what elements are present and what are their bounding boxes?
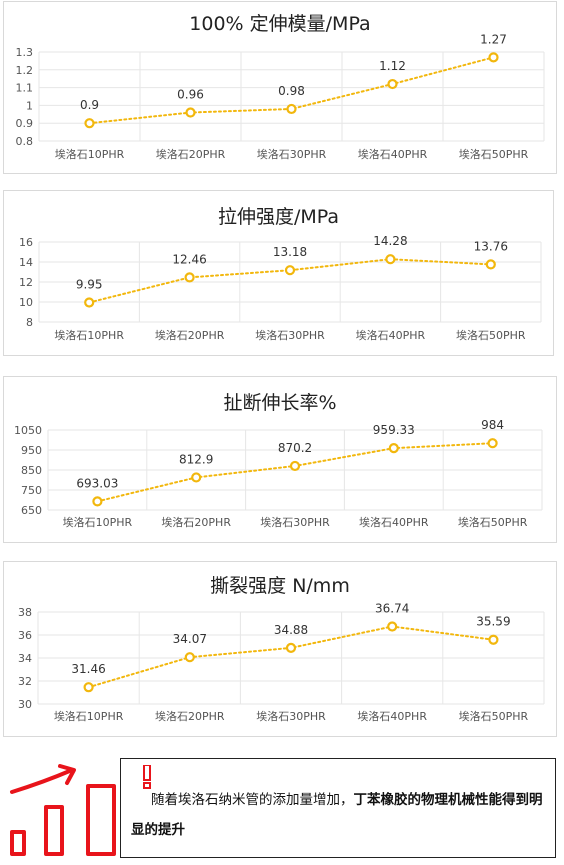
data-point: [185, 107, 196, 118]
data-label: 1.12: [379, 59, 406, 73]
data-point: [184, 272, 195, 283]
exclamation-icon: [143, 765, 151, 789]
x-tick-label: 埃洛石30PHR: [260, 515, 330, 529]
data-label: 9.95: [76, 278, 103, 292]
x-tick-label: 埃洛石10PHR: [54, 328, 124, 342]
data-point: [284, 265, 296, 276]
data-label: 693.03: [76, 476, 118, 490]
x-tick-label: 埃洛石30PHR: [255, 328, 325, 342]
x-tick-label: 埃洛石10PHR: [54, 709, 124, 723]
y-tick-label: 14: [19, 256, 33, 269]
y-tick-label: 30: [18, 698, 32, 711]
data-point: [285, 642, 297, 653]
y-tick-label: 10: [19, 296, 33, 309]
chart-svg-tear: 30 32 34 36 38 埃洛石10PHR 埃洛石20PHR 埃洛石30PHR 埃洛石40P…: [18, 601, 545, 723]
x-tick-label: 埃洛石10PHR: [55, 147, 125, 161]
x-tick-label: 埃洛石20PHR: [155, 709, 225, 723]
chart-title: 拉伸强度/MPa: [217, 206, 340, 228]
chart-panel-modulus: 100% 定伸模量/MPa 0.8 0.9 1 1.1 1.2 1.3 埃洛石10PHR 埃洛…: [3, 1, 557, 174]
data-point: [286, 103, 297, 115]
conclusion-text: 随着埃洛石纳米管的添加量增加，丁苯橡胶的物理机械性能得到明显的提升: [131, 785, 549, 845]
chart-title: 100% 定伸模量/MPa: [189, 13, 371, 35]
x-tick-label: 埃洛石30PHR: [256, 709, 326, 723]
chart-panel-tear: 撕裂强度 N/mm 30 32 34 36 38 埃洛石10PHR 埃洛石20PHR 埃洛石3…: [3, 561, 557, 737]
x-tick-label: 埃洛石40PHR: [356, 328, 426, 342]
data-label: 12.46: [172, 252, 206, 266]
y-tick-label: 32: [18, 675, 32, 688]
y-tick-label: 950: [21, 444, 42, 457]
data-point: [184, 652, 195, 663]
x-tick-label: 埃洛石50PHR: [459, 147, 529, 161]
data-label: 14.28: [373, 234, 407, 248]
conclusion-bold: 丁苯橡胶的物理机械性能得到明显的提升: [131, 792, 543, 838]
x-tick-label: 埃洛石50PHR: [459, 709, 529, 723]
data-label: 31.46: [71, 662, 105, 676]
conclusion-note: 随着埃洛石纳米管的添加量增加，丁苯橡胶的物理机械性能得到明显的提升: [120, 758, 556, 858]
y-tick-label: 850: [21, 464, 42, 477]
x-tick-label: 埃洛石30PHR: [257, 147, 327, 161]
x-tick-label: 埃洛石50PHR: [458, 515, 528, 529]
chart-title: 撕裂强度 N/mm: [210, 575, 350, 597]
x-tick-label: 埃洛石40PHR: [359, 515, 429, 529]
x-tick-label: 埃洛石10PHR: [63, 515, 133, 529]
y-tick-label: 1: [26, 99, 33, 112]
data-point: [487, 438, 498, 449]
data-label: 35.59: [476, 615, 510, 629]
y-tick-label: 1.3: [16, 46, 34, 59]
chart-panel-elongation: 扯断伸长率% 650 750 850 950 1050 埃洛石10PHR 埃洛石20PHR 埃…: [3, 376, 557, 543]
y-tick-label: 34: [18, 652, 32, 665]
y-tick-label: 36: [18, 629, 32, 642]
x-tick-label: 埃洛石40PHR: [358, 147, 428, 161]
data-point: [191, 472, 202, 483]
data-point: [488, 634, 499, 645]
data-label: 13.76: [474, 239, 508, 253]
data-point: [485, 259, 496, 270]
chart-panel-tensile: 拉伸强度/MPa 8 10 12 14 16 埃洛石10PHR 埃洛石20PHR 埃洛石30P…: [3, 190, 554, 356]
data-label: 34.07: [173, 632, 207, 646]
y-tick-label: 12: [19, 276, 33, 289]
y-tick-label: 750: [21, 484, 42, 497]
data-point: [387, 621, 398, 632]
chart-svg-tensile: 8 10 12 14 16 埃洛石10PHR 埃洛石20PHR 埃洛石30PHR 埃洛石40PH…: [19, 234, 542, 342]
data-label: 812.9: [179, 452, 213, 466]
data-point: [83, 682, 94, 693]
data-point: [385, 254, 396, 265]
growth-bars-icon: [10, 764, 116, 856]
y-tick-label: 650: [21, 504, 42, 517]
data-point: [289, 460, 301, 472]
data-label: 34.88: [274, 623, 308, 637]
conclusion-normal: 随着埃洛石纳米管的添加量增加，: [151, 792, 354, 808]
y-tick-label: 0.9: [16, 117, 34, 130]
y-tick-label: 38: [18, 606, 32, 619]
data-label: 1.27: [480, 32, 507, 46]
data-label: 984: [481, 418, 504, 432]
y-tick-label: 1.1: [16, 82, 34, 95]
data-label: 0.98: [278, 84, 305, 98]
data-point: [92, 496, 103, 507]
x-tick-label: 埃洛石20PHR: [156, 147, 226, 161]
data-point: [488, 52, 499, 63]
data-label: 13.18: [273, 245, 307, 259]
x-tick-label: 埃洛石20PHR: [155, 328, 225, 342]
chart-svg-elongation: 650 750 850 950 1050 埃洛石10PHR 埃洛石20PHR 埃洛石30PHR…: [14, 418, 543, 529]
y-tick-label: 1.2: [16, 64, 34, 77]
data-point: [387, 78, 398, 90]
data-label: 959.33: [373, 423, 415, 437]
x-tick-label: 埃洛石40PHR: [357, 709, 427, 723]
data-label: 0.96: [177, 88, 204, 102]
data-label: 870.2: [278, 441, 312, 455]
data-label: 36.74: [375, 601, 409, 615]
y-tick-label: 8: [26, 316, 33, 329]
y-tick-label: 0.8: [16, 135, 34, 148]
data-label: 0.9: [80, 98, 99, 112]
chart-svg-modulus: 0.8 0.9 1 1.1 1.2 1.3 埃洛石10PHR 埃洛石20PHR 埃洛石30PHR…: [16, 32, 545, 161]
data-point: [388, 443, 399, 454]
y-tick-label: 1050: [14, 424, 42, 437]
y-tick-label: 16: [19, 236, 33, 249]
x-tick-label: 埃洛石50PHR: [456, 328, 526, 342]
chart-title: 扯断伸长率%: [223, 392, 337, 414]
x-tick-label: 埃洛石20PHR: [161, 515, 231, 529]
data-point: [84, 118, 95, 129]
data-point: [84, 297, 95, 308]
